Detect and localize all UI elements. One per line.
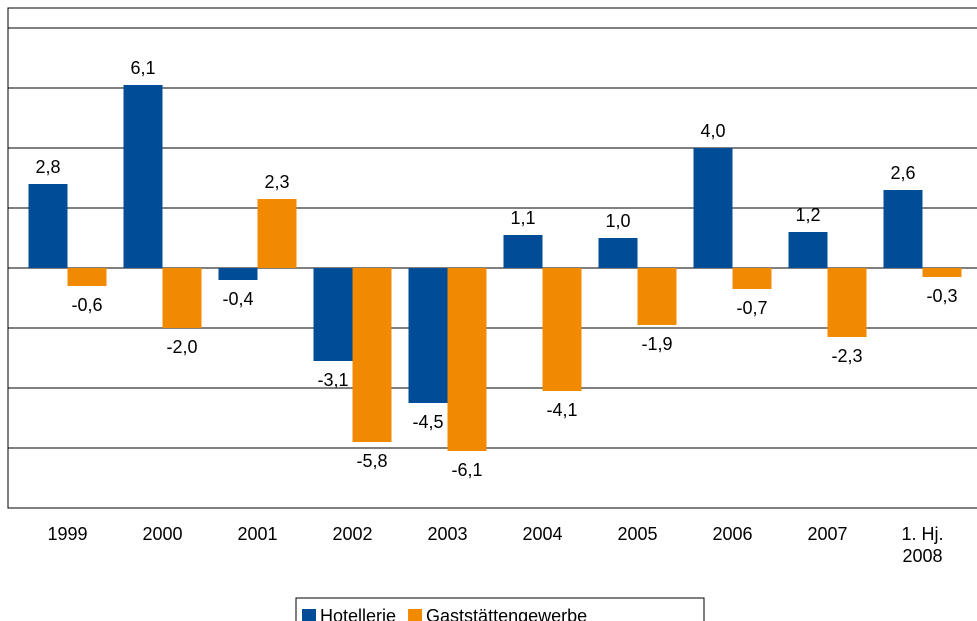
data-label: -2,0 xyxy=(166,337,197,357)
data-label: -3,1 xyxy=(317,370,348,390)
bar xyxy=(883,190,923,268)
legend-label: Gaststättengewerbe xyxy=(426,606,587,621)
data-label: -0,7 xyxy=(736,298,767,318)
x-tick-label: 2004 xyxy=(522,524,563,544)
data-label: 2,6 xyxy=(890,163,915,183)
data-label: -2,3 xyxy=(831,346,862,366)
data-label: -4,5 xyxy=(412,412,443,432)
data-label: 2,3 xyxy=(264,172,289,192)
x-tick-label: 1. Hj. 2008 xyxy=(901,524,944,566)
x-tick-label: 2001 xyxy=(237,524,278,544)
bar xyxy=(503,235,543,268)
bar xyxy=(637,268,677,325)
bar xyxy=(352,268,392,442)
x-tick-label: 2005 xyxy=(617,524,658,544)
bar xyxy=(922,268,962,277)
data-label: -6,1 xyxy=(451,460,482,480)
x-tick-label: 2002 xyxy=(332,524,373,544)
bar xyxy=(408,268,448,403)
data-label: 2,8 xyxy=(35,157,60,177)
bar xyxy=(447,268,487,451)
data-label: 1,1 xyxy=(510,208,535,228)
data-label: -5,8 xyxy=(356,451,387,471)
bar xyxy=(162,268,202,328)
x-tick-label: 1999 xyxy=(47,524,88,544)
legend-swatch xyxy=(302,609,316,621)
data-label: -1,9 xyxy=(641,334,672,354)
data-label: 1,2 xyxy=(795,205,820,225)
bar xyxy=(827,268,867,337)
bar xyxy=(67,268,107,286)
bar xyxy=(732,268,772,289)
data-label: 1,0 xyxy=(605,211,630,231)
bar xyxy=(788,232,828,268)
x-tick-label: 2006 xyxy=(712,524,753,544)
bar xyxy=(218,268,258,280)
x-tick-label: 2000 xyxy=(142,524,183,544)
bar xyxy=(28,184,68,268)
data-label: -0,3 xyxy=(926,286,957,306)
legend-label: Hotellerie xyxy=(320,606,396,621)
x-tick-label: 2007 xyxy=(807,524,848,544)
data-label: 6,1 xyxy=(130,58,155,78)
data-label: -0,4 xyxy=(222,289,253,309)
bar xyxy=(693,148,733,268)
data-label: -0,6 xyxy=(71,295,102,315)
bar xyxy=(542,268,582,391)
bar xyxy=(313,268,353,361)
bar xyxy=(257,199,297,268)
data-label: 4,0 xyxy=(700,121,725,141)
legend-box xyxy=(295,597,705,621)
legend-swatch xyxy=(408,609,423,621)
plot-frame xyxy=(7,7,977,509)
bar xyxy=(123,85,163,268)
bar xyxy=(598,238,638,268)
x-tick-label: 2003 xyxy=(427,524,468,544)
data-label: -4,1 xyxy=(546,400,577,420)
